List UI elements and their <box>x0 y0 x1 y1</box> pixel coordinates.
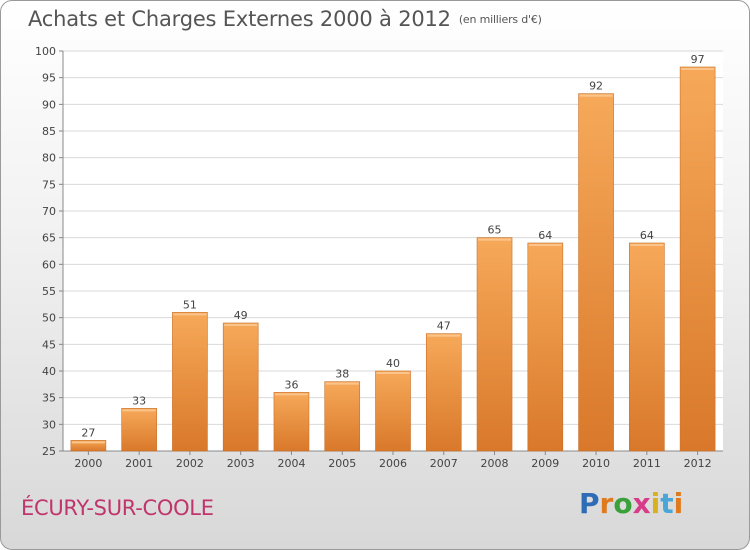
bar <box>425 333 462 452</box>
bar <box>172 312 208 452</box>
bar-highlight <box>427 334 461 337</box>
x-tick-label: 2000 <box>74 457 102 470</box>
x-tick-label: 2008 <box>481 457 509 470</box>
y-tick-label: 65 <box>42 232 56 245</box>
city-name: ÉCURY-SUR-COOLE <box>21 496 214 520</box>
bar-highlight <box>376 372 410 374</box>
bar <box>679 66 716 452</box>
x-tick-label: 2006 <box>379 457 407 470</box>
chart-title-text: Achats et Charges Externes 2000 à 2012 <box>28 7 451 31</box>
bar <box>578 93 614 452</box>
data-label: 36 <box>284 378 298 391</box>
bar <box>527 242 564 452</box>
x-tick-label: 2007 <box>430 457 458 470</box>
y-tick-label: 35 <box>42 392 56 405</box>
bar <box>273 392 310 452</box>
data-label: 47 <box>437 320 451 333</box>
logo-letter: x <box>632 487 651 520</box>
bar-highlight <box>528 244 562 246</box>
data-label: 92 <box>589 80 603 93</box>
bar <box>629 242 665 452</box>
data-label: 97 <box>691 53 705 66</box>
y-tick-label: 60 <box>42 258 56 271</box>
chart-subtitle: (en milliers d'€) <box>458 13 542 26</box>
bar-highlight <box>173 313 207 316</box>
bar <box>476 237 513 452</box>
data-label: 65 <box>488 224 502 237</box>
logo-letter: P <box>579 487 600 520</box>
y-tick-label: 25 <box>42 445 56 458</box>
x-tick-label: 2012 <box>684 457 712 470</box>
y-tick-label: 80 <box>42 152 56 165</box>
x-tick-label: 2002 <box>176 457 204 470</box>
x-tick-label: 2009 <box>531 457 559 470</box>
x-tick-label: 2003 <box>227 457 255 470</box>
y-tick-label: 50 <box>42 312 56 325</box>
proxiti-logo: Proxiti <box>579 487 683 520</box>
data-label: 27 <box>81 426 95 439</box>
data-label: 40 <box>386 357 400 370</box>
logo-letter: i <box>673 487 684 520</box>
bar <box>121 408 157 452</box>
bar-highlight <box>579 94 613 97</box>
x-tick-label: 2004 <box>277 457 305 470</box>
y-tick-label: 40 <box>42 365 56 378</box>
data-label: 64 <box>538 229 552 242</box>
y-tick-label: 90 <box>42 98 56 111</box>
y-tick-label: 75 <box>42 178 56 191</box>
y-tick-label: 45 <box>42 338 56 351</box>
data-label: 33 <box>132 394 146 407</box>
bar <box>375 370 411 452</box>
data-label: 51 <box>183 298 197 311</box>
x-tick-label: 2011 <box>633 457 661 470</box>
x-tick-label: 2005 <box>328 457 356 470</box>
bar-highlight <box>122 409 156 412</box>
logo-letter: i <box>650 487 661 520</box>
bar-highlight <box>274 393 308 396</box>
bar-highlight <box>478 238 512 241</box>
logo-letter: r <box>599 487 614 520</box>
data-label: 49 <box>234 309 248 322</box>
y-tick-label: 95 <box>42 72 56 85</box>
bar <box>222 322 259 452</box>
x-tick-label: 2001 <box>125 457 153 470</box>
bar-highlight <box>681 68 715 70</box>
logo-letter: o <box>613 487 633 520</box>
bar-highlight <box>325 382 359 385</box>
x-tick-label: 2010 <box>582 457 610 470</box>
bar-highlight <box>630 244 664 246</box>
y-tick-label: 55 <box>42 285 56 298</box>
y-tick-label: 70 <box>42 205 56 218</box>
y-tick-label: 100 <box>35 45 56 58</box>
chart-title: Achats et Charges Externes 2000 à 2012 (e… <box>28 7 542 31</box>
bar-highlight <box>71 441 105 444</box>
data-label: 38 <box>335 368 349 381</box>
bar-highlight <box>224 324 258 326</box>
y-tick-label: 30 <box>42 418 56 431</box>
data-label: 64 <box>640 229 654 242</box>
logo-letter: t <box>660 487 674 520</box>
bar <box>324 381 361 452</box>
y-tick-label: 85 <box>42 125 56 138</box>
